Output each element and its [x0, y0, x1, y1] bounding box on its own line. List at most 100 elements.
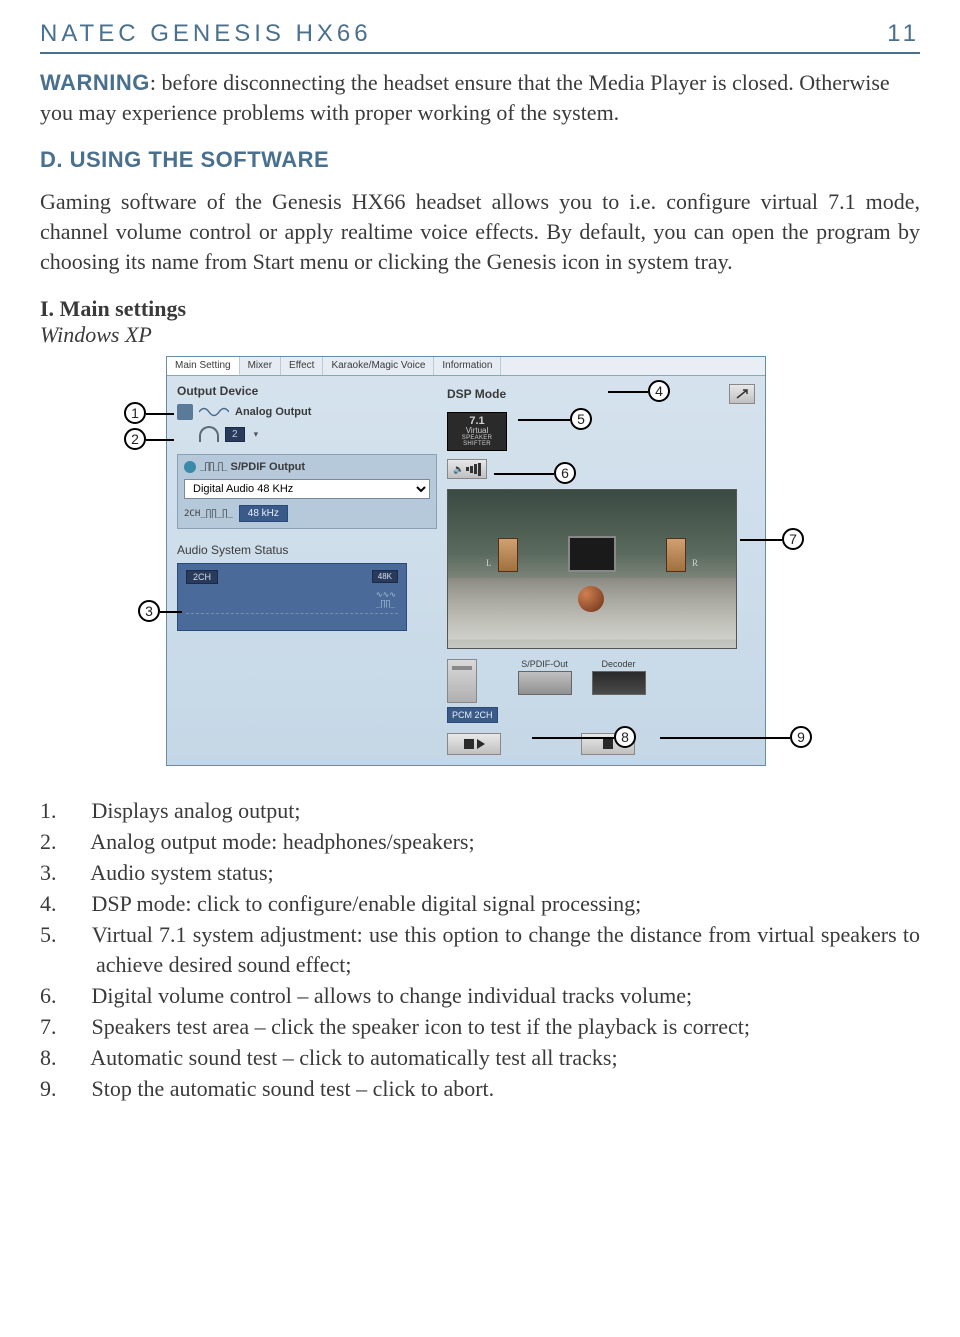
headphone-mode-badge[interactable]: 2 — [225, 427, 245, 442]
dsp-mode-button[interactable] — [729, 384, 755, 404]
legend-item: 9. Stop the automatic sound test – click… — [68, 1074, 920, 1105]
right-column: DSP Mode 7.1 Virtual SPEAKER SHIFTER 🔈 — [447, 384, 755, 755]
subsection-title: I. Main settings — [40, 296, 920, 322]
vol-bar-icon — [466, 467, 469, 471]
lower-right-devices: PCM 2CH S/PDIF-Out Decoder — [447, 659, 755, 723]
speaker-icon — [177, 404, 193, 420]
legend-item: 7. Speakers test area – click the speake… — [68, 1012, 920, 1043]
vol-bar-icon — [474, 464, 477, 474]
dsp-row: DSP Mode — [447, 384, 755, 404]
product-name: NATEC GENESIS HX66 — [40, 20, 372, 48]
status-rule — [186, 613, 398, 614]
status-48k-badge: 48K — [372, 570, 398, 583]
left-speaker-icon[interactable] — [498, 538, 518, 572]
spdif-chip-row: 2CH_∏∏_∏_ 48 kHz — [184, 505, 430, 522]
left-column: Output Device Analog Output 2 ▾ _∏∏_∏_ — [177, 384, 437, 631]
tab-main-setting[interactable]: Main Setting — [167, 357, 240, 375]
subsection-os: Windows XP — [40, 322, 920, 348]
stop-icon — [603, 739, 613, 749]
dsp-mode-label: DSP Mode — [447, 387, 506, 401]
audio-status-label: Audio System Status — [177, 543, 437, 557]
speaker-test-area[interactable]: L R — [447, 489, 737, 649]
screenshot-diagram: Main Setting Mixer Effect Karaoke/Magic … — [120, 356, 840, 766]
legend-item: 5. Virtual 7.1 system adjustment: use th… — [68, 920, 920, 982]
room-left-label: L — [486, 558, 492, 568]
tab-mixer[interactable]: Mixer — [240, 357, 281, 375]
spdif-sample-rate-select[interactable]: Digital Audio 48 KHz — [184, 479, 430, 499]
panel-body: Output Device Analog Output 2 ▾ _∏∏_∏_ — [167, 376, 765, 765]
auto-test-play-button[interactable] — [447, 733, 501, 755]
vol-bar-icon — [470, 466, 473, 473]
warning-paragraph: WARNING: before disconnecting the headse… — [40, 68, 920, 127]
header-rule — [40, 52, 920, 54]
leader-8 — [532, 737, 614, 739]
leader-6 — [494, 473, 554, 475]
spdif-led-icon — [184, 461, 196, 473]
legend-list: 1. Displays analog output; 2. Analog out… — [40, 796, 920, 1104]
app-window: Main Setting Mixer Effect Karaoke/Magic … — [166, 356, 766, 766]
section-d-heading: D. USING THE SOFTWARE — [40, 147, 920, 173]
right-speaker-icon[interactable] — [666, 538, 686, 572]
status-wave-icon: ∿∿∿_∏∏_ — [376, 590, 396, 608]
headphone-mode-dropdown-icon[interactable]: ▾ — [251, 428, 262, 441]
spdif-2ch-label: 2CH_∏∏_∏_ — [184, 509, 233, 519]
callout-9: 9 — [790, 726, 812, 748]
monitor-icon — [568, 536, 616, 572]
headphone-mode-row: 2 ▾ — [177, 426, 437, 442]
decoder-box-icon — [592, 671, 646, 695]
spdif-title-row: _∏∏_∏_ S/PDIF Output — [184, 461, 430, 473]
warning-text: : before disconnecting the headset ensur… — [40, 70, 890, 125]
leader-9 — [660, 737, 790, 739]
leader-5 — [518, 419, 570, 421]
speaker-small-icon — [464, 739, 474, 749]
virtual71-line3: SPEAKER SHIFTER — [454, 435, 500, 447]
leader-7 — [740, 539, 782, 541]
spdif-block: _∏∏_∏_ S/PDIF Output Digital Audio 48 KH… — [177, 454, 437, 529]
spdif-khz-badge: 48 kHz — [239, 505, 288, 522]
callout-7: 7 — [782, 528, 804, 550]
page-header: NATEC GENESIS HX66 11 — [40, 20, 920, 48]
audio-status-block: Audio System Status 2CH 48K ∿∿∿_∏∏_ — [177, 543, 437, 631]
tab-effect[interactable]: Effect — [281, 357, 323, 375]
callout-3: 3 — [138, 600, 160, 622]
pc-column: PCM 2CH — [447, 659, 498, 723]
vol-bar-icon — [478, 463, 481, 476]
tab-bar: Main Setting Mixer Effect Karaoke/Magic … — [167, 357, 765, 376]
leader-2 — [146, 439, 174, 441]
audio-status-box: 2CH 48K ∿∿∿_∏∏_ — [177, 563, 407, 631]
virtual71-line2: Virtual — [454, 427, 500, 435]
play-icon — [477, 739, 485, 749]
status-2ch-badge: 2CH — [186, 570, 218, 584]
pc-tower-icon — [447, 659, 477, 703]
digital-volume-button[interactable]: 🔈 — [447, 459, 487, 479]
legend-item: 8. Automatic sound test – click to autom… — [68, 1043, 920, 1074]
virtual71-row: 7.1 Virtual SPEAKER SHIFTER — [447, 412, 755, 451]
warning-label: WARNING — [40, 70, 150, 95]
tab-information[interactable]: Information — [434, 357, 501, 375]
legend-item: 6. Digital volume control – allows to ch… — [68, 981, 920, 1012]
page-number: 11 — [887, 20, 920, 48]
spdif-out-column: S/PDIF-Out — [518, 659, 572, 695]
wave-icon — [199, 405, 229, 419]
legend-item: 3. Audio system status; — [68, 858, 920, 889]
virtual71-button[interactable]: 7.1 Virtual SPEAKER SHIFTER — [447, 412, 507, 451]
decoder-label: Decoder — [592, 659, 646, 669]
leader-1 — [146, 413, 174, 415]
analog-output-row: Analog Output — [177, 404, 437, 420]
analog-output-label: Analog Output — [235, 406, 311, 418]
spdif-out-box-icon — [518, 671, 572, 695]
vol-speaker-icon: 🔈 — [453, 464, 464, 475]
callout-1: 1 — [124, 402, 146, 424]
spdif-pulse-icon: _∏∏_∏_ — [200, 462, 227, 472]
output-device-label: Output Device — [177, 384, 437, 398]
legend-item: 2. Analog output mode: headphones/speake… — [68, 827, 920, 858]
callout-2: 2 — [124, 428, 146, 450]
legend-item: 4. DSP mode: click to configure/enable d… — [68, 889, 920, 920]
leader-3 — [160, 611, 182, 613]
decoder-column: Decoder — [592, 659, 646, 695]
tab-karaoke[interactable]: Karaoke/Magic Voice — [323, 357, 434, 375]
dsp-arrow-icon — [735, 388, 749, 400]
section-d-paragraph: Gaming software of the Genesis HX66 head… — [40, 187, 920, 276]
room-right-label: R — [692, 558, 698, 568]
legend-item: 1. Displays analog output; — [68, 796, 920, 827]
